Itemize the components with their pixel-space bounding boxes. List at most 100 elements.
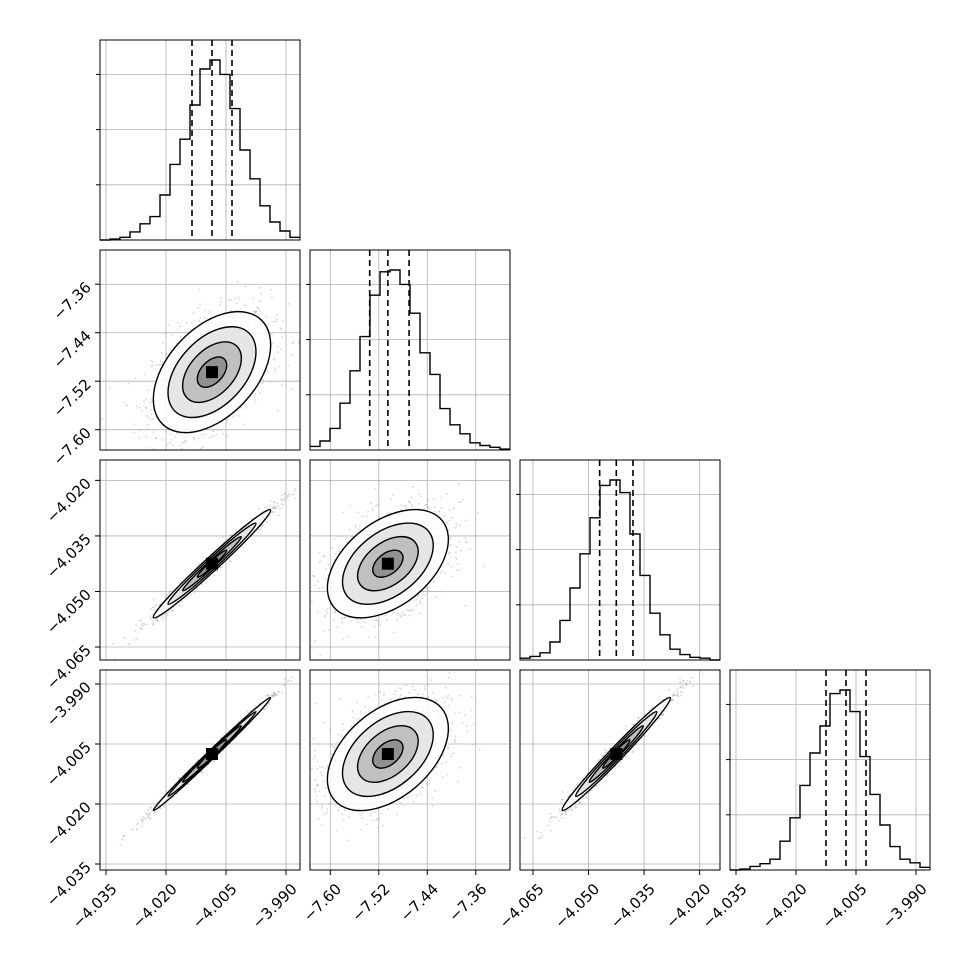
scatter-point (161, 439, 164, 441)
scatter-point (198, 563, 200, 565)
scatter-point (140, 620, 142, 623)
scatter-point (197, 437, 200, 440)
scatter-point (392, 611, 395, 614)
scatter-point (235, 301, 238, 304)
scatter-point (155, 436, 157, 439)
scatter-point (406, 609, 408, 612)
scatter-point (349, 504, 352, 507)
scatter-point (178, 445, 181, 447)
scatter-point (459, 568, 462, 571)
scatter-point (367, 510, 369, 513)
scatter-point (145, 407, 147, 409)
scatter-point (135, 624, 138, 627)
scatter-point (282, 503, 285, 506)
scatter-point (149, 615, 152, 618)
scatter-point (290, 353, 293, 356)
scatter-point (423, 594, 426, 596)
scatter-point (365, 515, 368, 518)
scatter-point (122, 637, 125, 639)
density-peak (206, 557, 218, 570)
scatter-point (385, 619, 388, 622)
panel-frame (99, 459, 301, 661)
scatter-point (196, 564, 199, 567)
scatter-point (293, 489, 296, 492)
scatter-point (438, 510, 441, 512)
scatter-point (440, 496, 443, 499)
scatter-point (276, 505, 279, 507)
scatter-point (371, 509, 374, 511)
scatter-point (455, 546, 458, 548)
scatter-point (360, 625, 363, 628)
scatter-point (408, 610, 411, 612)
hist-panel-1 (306, 249, 511, 451)
scatter-point (273, 359, 276, 361)
scatter-point (276, 502, 279, 505)
scatter-point (162, 342, 164, 344)
hist-panel-3 (726, 669, 931, 871)
scatter-point (432, 498, 435, 501)
scatter-point (334, 552, 337, 555)
scatter-point (152, 609, 155, 612)
scatter-point (231, 416, 234, 418)
scatter-point (369, 502, 372, 504)
scatter-point (325, 577, 327, 580)
scatter-point (147, 423, 150, 426)
scatter-point (152, 606, 154, 608)
scatter-point (334, 611, 337, 614)
scatter-point (269, 500, 272, 502)
scatter-point (291, 342, 294, 344)
scatter-point (311, 600, 313, 603)
scatter-point (419, 602, 422, 605)
scatter-point (323, 629, 326, 632)
scatter-point (325, 567, 328, 570)
scatter-point (145, 817, 147, 820)
scatter-point (283, 496, 286, 499)
scatter-point (168, 610, 170, 613)
scatter-point (410, 496, 413, 499)
scatter-point (204, 317, 207, 320)
scatter-point (459, 524, 461, 527)
scatter-point (274, 370, 276, 372)
scatter-point (277, 345, 280, 348)
scatter-point (155, 437, 158, 440)
scatter-point (185, 322, 188, 324)
scatter-point (228, 423, 231, 426)
scatter-point (146, 813, 148, 816)
scatter-point (274, 367, 276, 370)
scatter-point (169, 590, 172, 592)
scatter-point (254, 392, 257, 395)
scatter-point (348, 529, 351, 532)
scatter-point (152, 620, 154, 623)
scatter-point (318, 551, 321, 554)
scatter-point (265, 694, 268, 697)
scatter-point (229, 310, 232, 312)
scatter-point (319, 654, 321, 657)
scatter-point (354, 524, 357, 526)
scatter-point (202, 753, 205, 755)
scatter-point (154, 619, 157, 621)
scatter-point (213, 435, 215, 438)
scatter-point (273, 506, 276, 508)
scatter-point (419, 600, 422, 603)
scatter-point (260, 528, 262, 531)
scatter-point (332, 618, 335, 621)
scatter-point (189, 329, 191, 331)
scatter-point (134, 377, 137, 380)
scatter-point (258, 307, 260, 310)
scatter-point (139, 429, 142, 431)
scatter-point (291, 676, 293, 679)
scatter-point (272, 507, 274, 510)
scatter-point (157, 620, 159, 622)
scatter-point (440, 571, 443, 574)
scatter-point (477, 511, 479, 514)
scatter-point (432, 580, 435, 583)
scatter-point (165, 443, 168, 446)
scatter-point (280, 498, 283, 501)
scatter-point (145, 415, 148, 417)
scatter-point (143, 400, 145, 403)
scatter-point (328, 629, 330, 631)
scatter-point (145, 436, 148, 439)
scatter-point (179, 335, 182, 338)
scatter-point (277, 351, 279, 353)
